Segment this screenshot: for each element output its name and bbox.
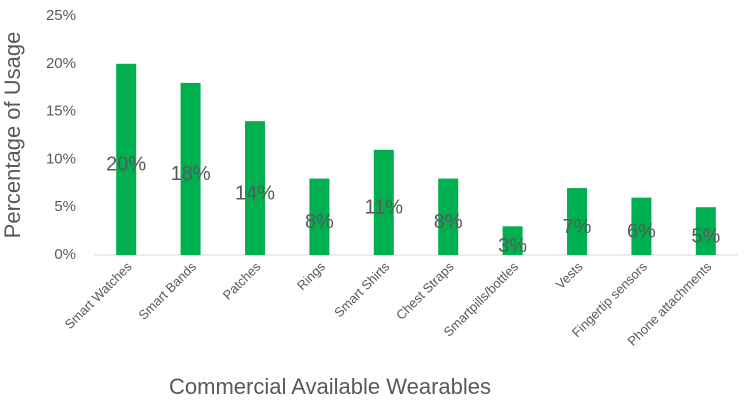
value-label: 6% <box>627 221 656 243</box>
y-tick-label: 20% <box>46 55 76 72</box>
x-tick-label: Rings <box>294 259 328 293</box>
value-label: 8% <box>434 211 463 233</box>
bar <box>180 82 201 255</box>
bar <box>245 121 265 255</box>
value-label: 14% <box>235 182 275 204</box>
value-label: 3% <box>498 235 527 257</box>
bar <box>567 188 587 255</box>
bar <box>116 63 137 255</box>
y-tick-label: 10% <box>46 150 76 167</box>
y-tick-label: 25% <box>46 7 76 24</box>
value-label: 18% <box>171 163 211 185</box>
x-tick-label: Chest Straps <box>393 259 457 323</box>
bar <box>631 197 652 255</box>
y-tick-label: 5% <box>54 198 76 215</box>
bar <box>309 178 330 255</box>
bar <box>438 178 459 255</box>
y-tick-label: 0% <box>54 246 76 263</box>
y-axis-title: Percentage of Usage <box>0 32 25 239</box>
bar <box>695 207 716 255</box>
bar <box>502 226 523 255</box>
x-axis-title: Commercial Available Wearables <box>169 374 491 399</box>
x-tick-label: Vests <box>552 259 585 292</box>
value-label: 5% <box>691 225 720 247</box>
x-tick-label: Patches <box>220 259 264 303</box>
x-tick-label: Smart Shirts <box>331 259 393 321</box>
x-tick-label: Smart Watches <box>62 259 135 332</box>
value-label: 8% <box>305 211 334 233</box>
value-label: 7% <box>563 216 592 238</box>
y-tick-label: 15% <box>46 103 76 120</box>
x-tick-label: Smart Bands <box>135 259 199 323</box>
value-label: 11% <box>365 197 404 219</box>
bar <box>373 149 394 255</box>
value-label: 20% <box>106 154 146 176</box>
